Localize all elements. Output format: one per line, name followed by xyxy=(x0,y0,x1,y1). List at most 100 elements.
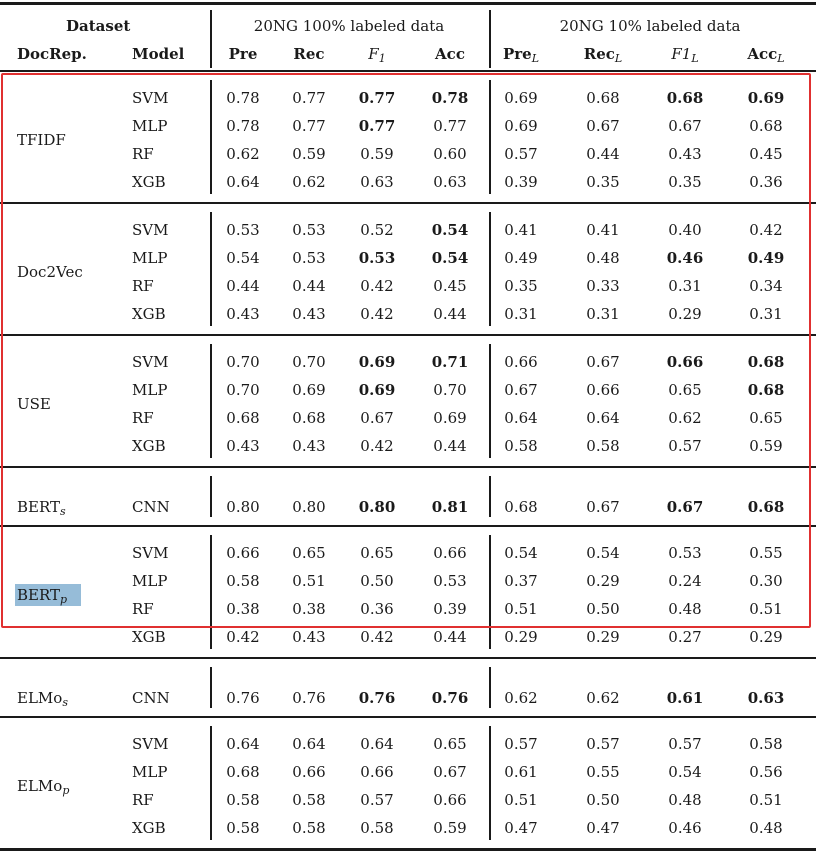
model-cell: XGB xyxy=(132,819,166,837)
value-cell: 0.53 xyxy=(668,544,702,562)
value-cell: 0.54 xyxy=(226,249,260,267)
model-cell: CNN xyxy=(132,689,170,707)
value-cell: 0.61 xyxy=(504,763,538,781)
value-cell: 0.43 xyxy=(292,437,326,455)
docrep-label-6: ELMop xyxy=(17,777,69,797)
column-separator xyxy=(489,726,491,840)
value-cell: 0.57 xyxy=(668,437,702,455)
value-cell: 0.48 xyxy=(668,600,702,618)
column-separator xyxy=(210,535,212,649)
value-cell: 0.70 xyxy=(433,381,467,399)
value-cell: 0.78 xyxy=(226,117,260,135)
column-separator xyxy=(210,212,212,326)
value-cell: 0.29 xyxy=(504,628,538,646)
value-cell: 0.59 xyxy=(360,145,394,163)
col-header-g2-3-main: Acc xyxy=(747,45,778,63)
value-cell: 0.67 xyxy=(668,117,702,135)
value-cell: 0.55 xyxy=(586,763,620,781)
value-cell: 0.70 xyxy=(292,353,326,371)
model-cell: XGB xyxy=(132,173,166,191)
value-cell: 0.66 xyxy=(586,381,620,399)
model-cell: MLP xyxy=(132,117,168,135)
value-cell: 0.36 xyxy=(360,600,394,618)
value-cell: 0.35 xyxy=(586,173,620,191)
column-separator xyxy=(489,344,491,458)
value-cell: 0.43 xyxy=(226,437,260,455)
model-cell: RF xyxy=(132,600,154,618)
value-cell: 0.49 xyxy=(747,249,785,267)
value-cell: 0.43 xyxy=(292,628,326,646)
value-cell: 0.38 xyxy=(226,600,260,618)
value-cell: 0.43 xyxy=(292,305,326,323)
docrep-label-4-sub: p xyxy=(60,593,68,606)
docrep-label-3: BERTs xyxy=(17,498,66,518)
group-rule xyxy=(0,334,816,336)
value-cell: 0.69 xyxy=(433,409,467,427)
value-cell: 0.31 xyxy=(586,305,620,323)
value-cell: 0.71 xyxy=(431,353,469,371)
model-cell: XGB xyxy=(132,437,166,455)
value-cell: 0.39 xyxy=(433,600,467,618)
value-cell: 0.67 xyxy=(586,498,620,516)
col-header-g1-2: F1 xyxy=(368,45,385,65)
model-cell: SVM xyxy=(132,353,169,371)
value-cell: 0.77 xyxy=(358,117,396,135)
value-cell: 0.50 xyxy=(360,572,394,590)
value-cell: 0.64 xyxy=(504,409,538,427)
value-cell: 0.42 xyxy=(360,305,394,323)
value-cell: 0.66 xyxy=(360,763,394,781)
value-cell: 0.31 xyxy=(749,305,783,323)
col-header-g2-1-sub: L xyxy=(614,52,623,65)
value-cell: 0.27 xyxy=(668,628,702,646)
col-header-g1-0: Pre xyxy=(229,45,258,63)
value-cell: 0.35 xyxy=(504,277,538,295)
value-cell: 0.53 xyxy=(292,249,326,267)
value-cell: 0.67 xyxy=(504,381,538,399)
value-cell: 0.69 xyxy=(504,89,538,107)
model-cell: RF xyxy=(132,791,154,809)
value-cell: 0.67 xyxy=(586,353,620,371)
value-cell: 0.52 xyxy=(360,221,394,239)
group-rule xyxy=(0,525,816,527)
value-cell: 0.67 xyxy=(666,498,704,516)
value-cell: 0.44 xyxy=(226,277,260,295)
col-header-g2-0-main: Pre xyxy=(502,45,532,63)
column-separator xyxy=(210,667,212,708)
value-cell: 0.57 xyxy=(586,735,620,753)
col-header-g2-3-sub: L xyxy=(777,52,785,65)
value-cell: 0.69 xyxy=(504,117,538,135)
docrep-label-0-main: TFIDF xyxy=(17,131,66,149)
value-cell: 0.53 xyxy=(358,249,396,267)
value-cell: 0.81 xyxy=(431,498,469,516)
col-header-g1-2-main: F xyxy=(368,45,379,63)
docrep-label-3-sub: s xyxy=(60,505,66,518)
column-separator xyxy=(489,667,491,708)
value-cell: 0.36 xyxy=(749,173,783,191)
value-cell: 0.51 xyxy=(504,600,538,618)
value-cell: 0.42 xyxy=(749,221,783,239)
model-cell: SVM xyxy=(132,544,169,562)
value-cell: 0.43 xyxy=(226,305,260,323)
value-cell: 0.24 xyxy=(668,572,702,590)
value-cell: 0.68 xyxy=(747,498,785,516)
value-cell: 0.29 xyxy=(668,305,702,323)
value-cell: 0.46 xyxy=(668,819,702,837)
col-header-g1-3: Acc xyxy=(435,45,465,63)
column-separator xyxy=(210,476,212,517)
value-cell: 0.53 xyxy=(292,221,326,239)
value-cell: 0.64 xyxy=(360,735,394,753)
value-cell: 0.70 xyxy=(226,381,260,399)
value-cell: 0.41 xyxy=(586,221,620,239)
docrep-label-5: ELMos xyxy=(17,689,68,709)
value-cell: 0.68 xyxy=(586,89,620,107)
col-header-g2-0-sub: L xyxy=(531,52,540,65)
value-cell: 0.44 xyxy=(586,145,620,163)
value-cell: 0.66 xyxy=(433,791,467,809)
value-cell: 0.42 xyxy=(360,437,394,455)
value-cell: 0.68 xyxy=(226,409,260,427)
column-separator xyxy=(489,10,491,68)
value-cell: 0.69 xyxy=(358,381,396,399)
docrep-label-1-main: Doc2Vec xyxy=(17,263,83,281)
value-cell: 0.80 xyxy=(358,498,396,516)
value-cell: 0.68 xyxy=(226,763,260,781)
